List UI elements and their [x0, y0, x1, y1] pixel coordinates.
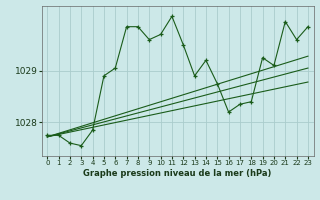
X-axis label: Graphe pression niveau de la mer (hPa): Graphe pression niveau de la mer (hPa): [84, 169, 272, 178]
